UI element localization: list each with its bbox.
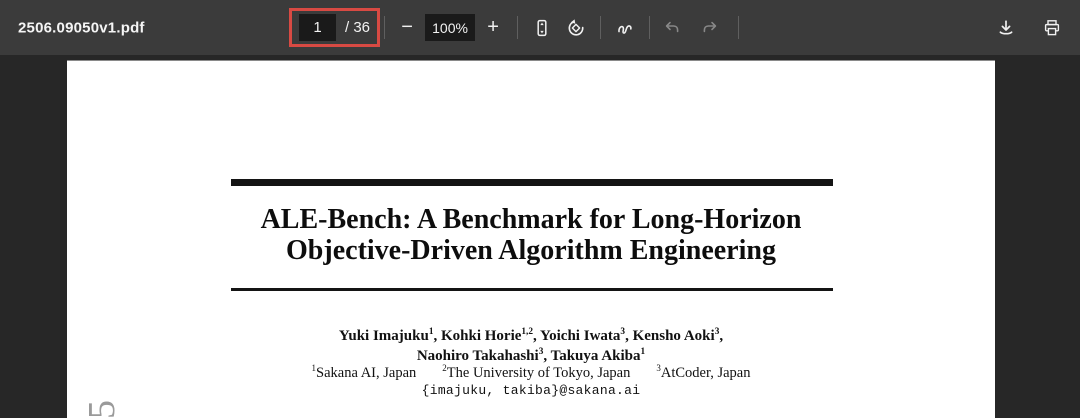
zoom-in-button[interactable]: +: [479, 13, 507, 43]
page-number-input[interactable]: [299, 14, 336, 41]
print-button[interactable]: [1038, 13, 1066, 43]
paper-title-line-2: Objective-Driven Algorithm Engineering: [286, 235, 776, 266]
toolbar-center-controls: / 36 − 100% +: [289, 0, 740, 55]
toolbar-right-controls: [992, 0, 1066, 55]
author-line-2: Naohiro Takahashi3, Takuya Akiba1: [416, 347, 646, 364]
pdf-filename: 2506.09050v1.pdf: [18, 19, 145, 36]
redo-button[interactable]: [696, 13, 724, 43]
annotation-box-page-navigation: / 36: [289, 8, 381, 47]
page-count-label: / 36: [345, 19, 371, 36]
pdf-page-1: ALE-Bench: A Benchmark for Long-Horizon …: [67, 60, 995, 418]
document-canvas[interactable]: ALE-Bench: A Benchmark for Long-Horizon …: [0, 55, 1080, 418]
rotate-icon: [566, 18, 586, 38]
print-icon: [1042, 18, 1062, 38]
download-button[interactable]: [992, 13, 1020, 43]
toolbar-divider: [517, 16, 519, 39]
fit-to-page-icon: [532, 18, 552, 38]
toolbar-divider: [738, 16, 740, 39]
arxiv-side-text: 25: [80, 397, 124, 418]
toolbar-divider: [600, 16, 602, 39]
pdf-toolbar: 2506.09050v1.pdf / 36 − 100% +: [0, 0, 1080, 55]
author-line-1: Yuki Imajuku1, Kohki Horie1,2, Yoichi Iw…: [338, 327, 724, 344]
undo-icon: [662, 18, 682, 38]
paper-title: ALE-Bench: A Benchmark for Long-Horizon …: [181, 204, 881, 266]
toolbar-divider: [649, 16, 651, 39]
redo-icon: [700, 18, 720, 38]
toolbar-divider: [384, 16, 386, 39]
undo-button[interactable]: [658, 13, 686, 43]
affiliations-line: 1Sakana AI, Japan 2The University of Toky…: [311, 363, 751, 381]
zoom-out-button[interactable]: −: [393, 13, 421, 43]
download-icon: [996, 18, 1016, 38]
draw-button[interactable]: [611, 13, 639, 43]
zoom-level-display: 100%: [425, 14, 476, 41]
title-rule-top: [231, 179, 833, 186]
draw-ink-icon: [615, 18, 635, 38]
paper-title-line-1: ALE-Bench: A Benchmark for Long-Horizon: [260, 204, 802, 235]
rotate-button[interactable]: [562, 13, 590, 43]
contact-email: {imajuku, takiba}@sakana.ai: [421, 383, 641, 398]
fit-to-page-button[interactable]: [528, 13, 556, 43]
title-rule-bottom: [231, 288, 833, 291]
